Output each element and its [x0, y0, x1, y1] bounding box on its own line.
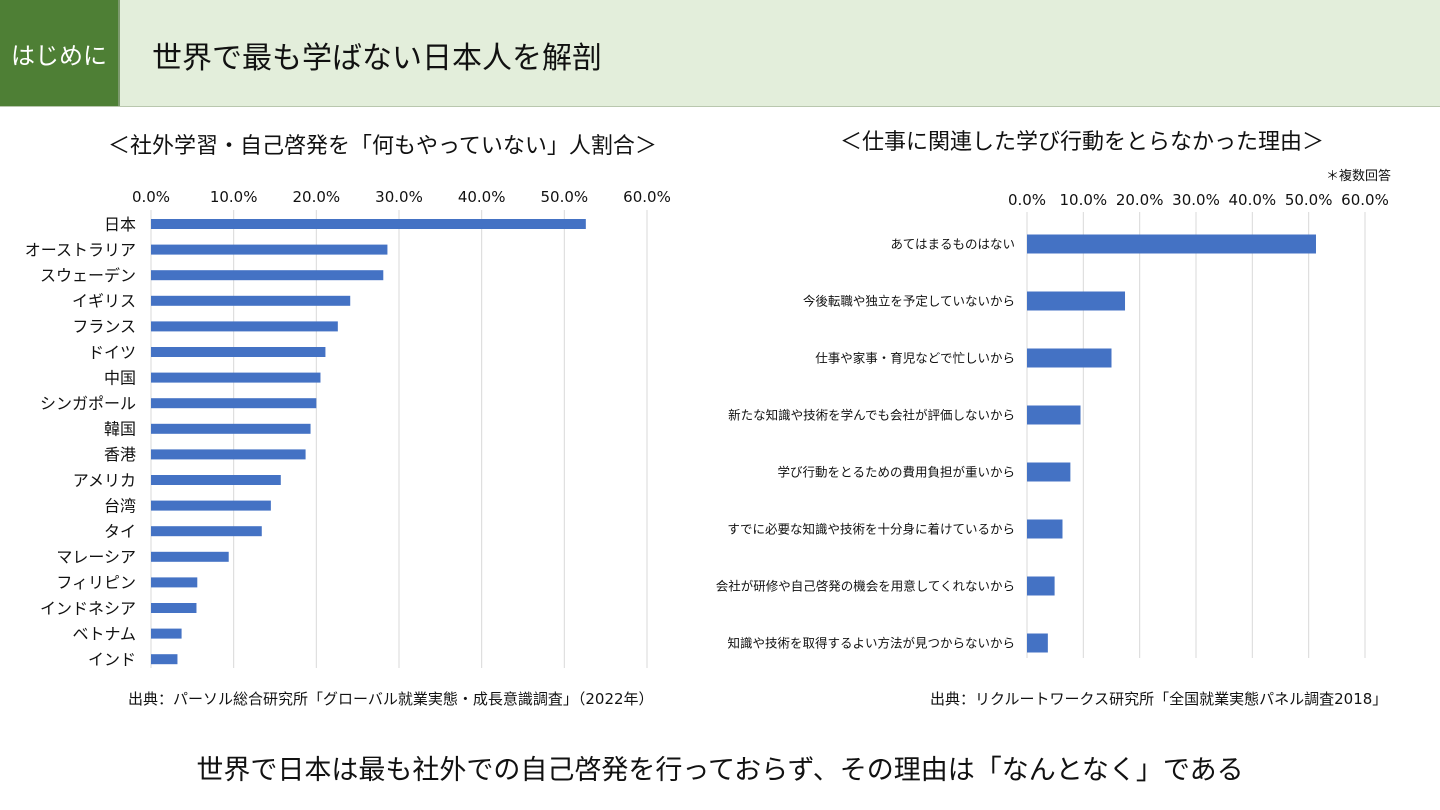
chart1-category-label: 日本 [104, 215, 136, 234]
header-bar: はじめに 世界で最も学ばない日本人を解剖 [0, 0, 1440, 107]
chart1-category-label: マレーシア [56, 548, 136, 567]
chart2-category-label: 今後転職や独立を予定していないから [803, 294, 1015, 309]
chart1-category-label: アメリカ [73, 471, 136, 490]
chart2-tick-label: 0.0% [1008, 191, 1046, 209]
tag-divider [118, 0, 120, 106]
chart2-tick-label: 10.0% [1060, 191, 1108, 209]
chart1-bar [151, 551, 229, 562]
chart1-bar [151, 244, 388, 255]
chart2-tick-label: 20.0% [1116, 191, 1164, 209]
chart2-tick-label: 60.0% [1341, 191, 1389, 209]
chart1-bar [151, 500, 271, 511]
chart1-bar [151, 321, 338, 332]
chart1-bar [151, 423, 311, 434]
chart2-category-label: あてはまるものはない [890, 237, 1015, 252]
chart2-tick-label: 40.0% [1229, 191, 1277, 209]
page-title: 世界で最も学ばない日本人を解剖 [152, 41, 602, 76]
chart1-bar [151, 270, 384, 281]
chart1-category-label: スウェーデン [40, 266, 136, 285]
chart1-category-label: 中国 [104, 368, 136, 387]
chart2-bar [1027, 291, 1126, 311]
chart1-source: 出典：パーソル総合研究所「グローバル就業実態・成長意識調査」（2022年） [128, 690, 654, 708]
chart2-category-label: すでに必要な知識や技術を十分身に着けているから [727, 522, 1015, 537]
chart2-category-label: 会社が研修や自己啓発の機会を用意してくれないから [716, 579, 1015, 594]
chart1-category-label: シンガポール [40, 394, 136, 413]
chart1-category-label: ドイツ [88, 343, 136, 362]
section-tag: はじめに [0, 0, 118, 106]
chart2-tick-label: 50.0% [1285, 191, 1333, 209]
chart2-bar [1027, 405, 1081, 425]
chart1-tick-label: 0.0% [132, 188, 170, 206]
chart1-category-label: インド [88, 650, 136, 669]
conclusion-text: 世界で日本は最も社外での自己啓発を行っておらず、その理由は「なんとなく」である [196, 755, 1244, 786]
chart1-category-label: インドネシア [40, 599, 136, 618]
chart1-category-label: 台湾 [104, 496, 136, 515]
chart1-category-label: タイ [104, 522, 136, 541]
chart2-category-label: 仕事や家事・育児などで忙しいから [815, 351, 1015, 366]
chart1-bar [151, 449, 306, 460]
chart1-bar [151, 603, 197, 613]
chart1-category-label: フランス [72, 317, 136, 336]
chart1-bar [151, 475, 281, 485]
chart2-tick-label: 30.0% [1172, 191, 1220, 209]
chart2-bar [1027, 633, 1048, 653]
chart2-category-label: 学び行動をとるための費用負担が重いから [777, 465, 1015, 480]
chart1-tick-label: 10.0% [210, 188, 258, 206]
chart2-bar [1027, 348, 1112, 368]
chart2-note: ＊複数回答 [1326, 169, 1392, 184]
chart1-bar [151, 577, 198, 588]
chart1-bar [151, 295, 351, 306]
chart1-category-label: 韓国 [104, 420, 136, 439]
chart2-bar [1027, 462, 1071, 482]
chart2-bar [1027, 519, 1063, 539]
chart2-source: 出典：リクルートワークス研究所「全国就業実態パネル調査2018」 [930, 690, 1388, 708]
chart1-tick-label: 40.0% [458, 188, 506, 206]
chart1-bar [151, 628, 182, 639]
chart1-tick-label: 20.0% [293, 188, 341, 206]
chart1-category-label: ベトナム [72, 624, 136, 643]
chart2-title: ＜仕事に関連した学び行動をとらなかった理由＞ [840, 130, 1325, 155]
chart1-bar [151, 654, 178, 665]
chart1-tick-label: 30.0% [375, 188, 423, 206]
chart1-bar [151, 372, 321, 383]
chart1-bar [151, 347, 326, 357]
chart1-tick-label: 60.0% [623, 188, 671, 206]
chart1-category-label: フィリピン [56, 573, 136, 592]
chart2-category-label: 知識や技術を取得するよい方法が見つからないから [727, 636, 1015, 651]
chart1-tick-label: 50.0% [541, 188, 589, 206]
chart2-category-label: 新たな知識や技術を学んでも会社が評価しないから [728, 408, 1015, 423]
chart1-category-label: イギリス [72, 292, 136, 311]
chart1-title: ＜社外学習・自己啓発を「何もやっていない」人割合＞ [108, 134, 657, 159]
chart1-category-label: 香港 [104, 445, 136, 464]
chart2-bar [1027, 234, 1316, 254]
chart1-bar [151, 526, 262, 537]
chart1-bar [151, 219, 586, 229]
chart2-bar [1027, 576, 1055, 596]
chart1-category-label: オーストラリア [25, 240, 136, 259]
chart1-bar [151, 398, 317, 409]
